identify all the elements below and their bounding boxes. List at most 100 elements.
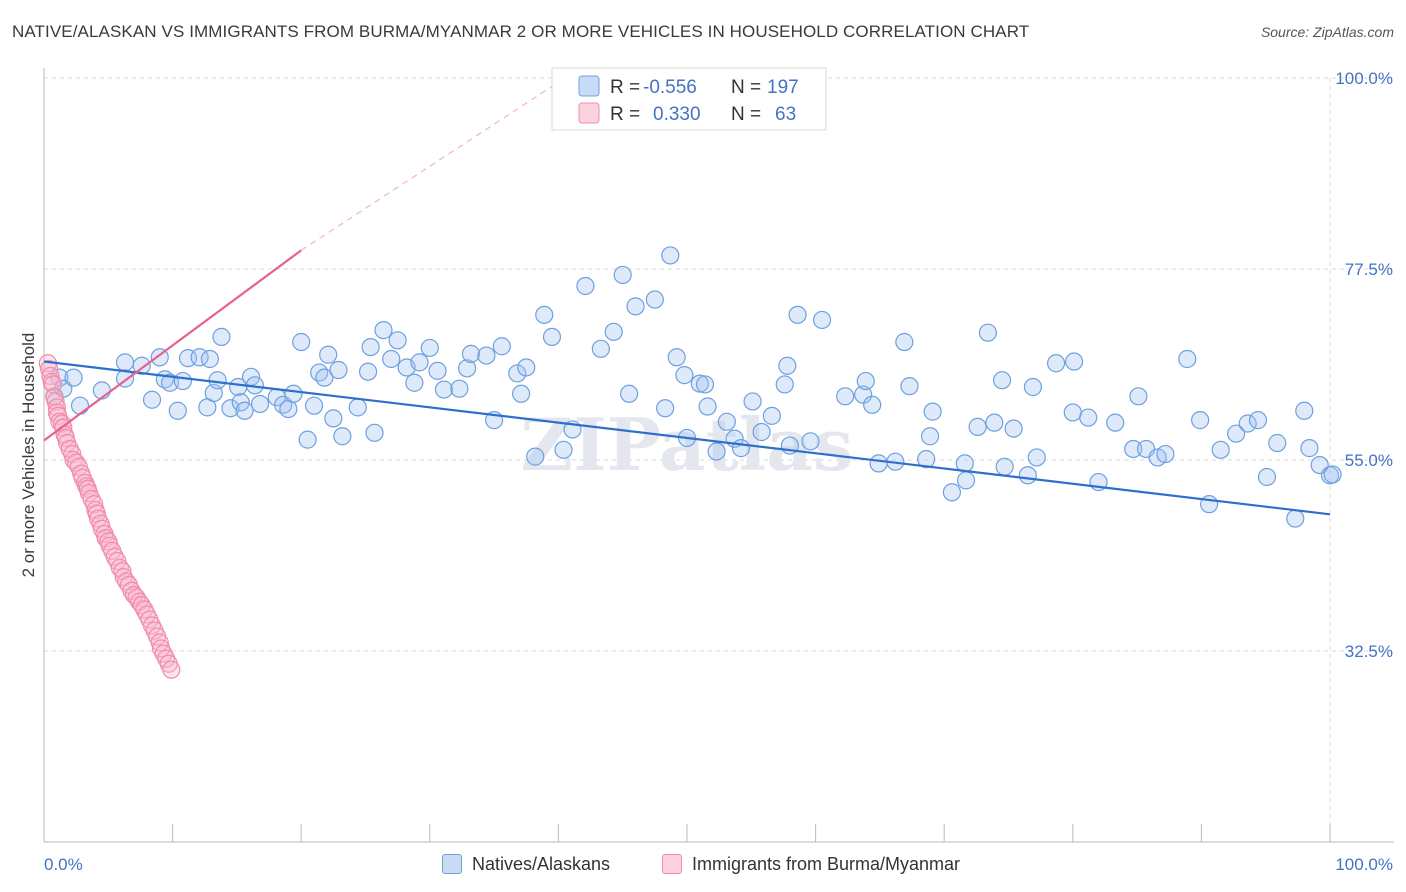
point-natives-141: [1295, 401, 1314, 420]
point-natives-107: [923, 402, 942, 421]
point-natives-114: [992, 371, 1012, 390]
point-natives-85: [717, 412, 736, 431]
point-natives-32: [284, 384, 303, 403]
point-natives-120: [1046, 354, 1066, 373]
point-natives-57: [461, 344, 481, 363]
point-natives-25: [235, 401, 254, 420]
point-natives-39: [324, 409, 343, 428]
bottom-legend-label-natives: Natives/Alaskans: [472, 853, 611, 874]
point-natives-142: [1300, 439, 1319, 458]
point-natives-53: [428, 361, 447, 380]
point-natives-100: [863, 395, 882, 414]
point-natives-90: [762, 406, 781, 425]
point-natives-89: [752, 422, 771, 442]
bottom-legend-swatch-burma: [662, 854, 682, 874]
point-natives-105: [917, 450, 936, 469]
point-natives-132: [1191, 411, 1210, 430]
legend-n-value-burma: 63: [775, 104, 796, 125]
point-natives-69: [576, 276, 595, 296]
legend-r-value-natives: -0.556: [643, 77, 697, 98]
point-natives-4: [70, 396, 90, 415]
point-burma-22: [73, 468, 92, 487]
point-natives-137: [1248, 411, 1268, 430]
point-natives-51: [410, 353, 429, 372]
point-natives-117: [1018, 466, 1037, 485]
point-natives-42: [348, 398, 367, 417]
trend-line-ext-burma: [300, 77, 566, 251]
point-burma-60: [157, 649, 176, 668]
point-natives-6: [115, 353, 135, 372]
point-burma-54: [142, 616, 162, 635]
point-natives-9: [142, 390, 162, 409]
point-natives-84: [707, 442, 726, 461]
point-natives-78: [667, 348, 686, 367]
point-natives-34: [298, 430, 317, 449]
point-natives-136: [1238, 414, 1257, 433]
point-natives-31: [279, 399, 298, 419]
y-tick-label-2: 55.0%: [1345, 451, 1393, 470]
y-axis-label: 2 or more Vehicles in Household: [19, 333, 38, 578]
point-natives-140: [1286, 509, 1305, 528]
point-burma-62: [162, 660, 181, 679]
point-burma-27: [82, 489, 101, 509]
point-natives-91: [775, 375, 794, 394]
legend-n-label-2: N =: [731, 104, 761, 125]
point-natives-50: [405, 373, 424, 392]
point-natives-77: [661, 246, 680, 265]
point-natives-22: [221, 399, 240, 418]
point-natives-106: [920, 427, 940, 446]
point-natives-72: [613, 265, 632, 285]
point-burma-52: [137, 605, 156, 624]
point-natives-60: [492, 337, 511, 356]
point-natives-61: [508, 364, 527, 383]
point-natives-28: [250, 394, 270, 414]
legend-r-value-burma: 0.330: [653, 104, 701, 125]
point-natives-87: [731, 439, 751, 458]
point-natives-21: [212, 327, 231, 347]
point-natives-127: [1129, 387, 1148, 406]
trend-lines: [43, 77, 1331, 516]
point-natives-44: [361, 337, 380, 357]
point-natives-92: [778, 356, 797, 375]
point-burma-57: [150, 633, 169, 652]
point-natives-126: [1124, 439, 1143, 459]
point-natives-115: [995, 457, 1014, 476]
point-natives-58: [477, 346, 496, 365]
point-natives-40: [329, 360, 348, 380]
point-natives-103: [895, 332, 914, 352]
point-natives-108: [942, 483, 962, 502]
x-tick-label-1: 100.0%: [1335, 855, 1393, 874]
point-burma-44: [117, 572, 136, 591]
point-natives-43: [358, 362, 378, 381]
axes: [43, 68, 1394, 843]
point-natives-99: [856, 371, 875, 391]
point-natives-130: [1156, 444, 1175, 464]
bottom-legend-natives[interactable]: Natives/Alaskans: [442, 852, 610, 876]
legend-box: R = -0.556 N = 197 R = 0.330 N = 63: [551, 67, 827, 131]
point-natives-48: [388, 331, 407, 350]
point-burma-58: [151, 639, 171, 658]
point-natives-101: [869, 454, 888, 473]
point-natives-37: [315, 368, 334, 387]
point-natives-83: [698, 397, 717, 416]
point-natives-125: [1106, 413, 1125, 432]
point-natives-54: [434, 380, 454, 399]
point-natives-18: [200, 349, 219, 369]
point-natives-112: [978, 323, 998, 342]
trend-line-natives: [43, 360, 1331, 516]
trend-line-burma: [43, 249, 302, 442]
y-tick-label-3: 32.5%: [1345, 642, 1393, 661]
bottom-legend-swatch-natives: [442, 854, 462, 874]
y-tick-label-0: 100.0%: [1335, 69, 1393, 88]
point-natives-95: [801, 432, 820, 451]
point-natives-88: [743, 392, 762, 411]
point-natives-98: [854, 385, 873, 404]
tick-labels: 100.0% 77.5% 55.0% 32.5% 0.0% 100.0%: [44, 69, 1393, 874]
legend-r-label-1: R =: [610, 77, 640, 98]
x-tick-label-0: 0.0%: [44, 855, 83, 874]
point-natives-96: [812, 310, 832, 330]
point-natives-113: [985, 413, 1004, 432]
point-natives-116: [1004, 419, 1023, 438]
bottom-legend-burma[interactable]: Immigrants from Burma/Myanmar: [662, 852, 960, 876]
